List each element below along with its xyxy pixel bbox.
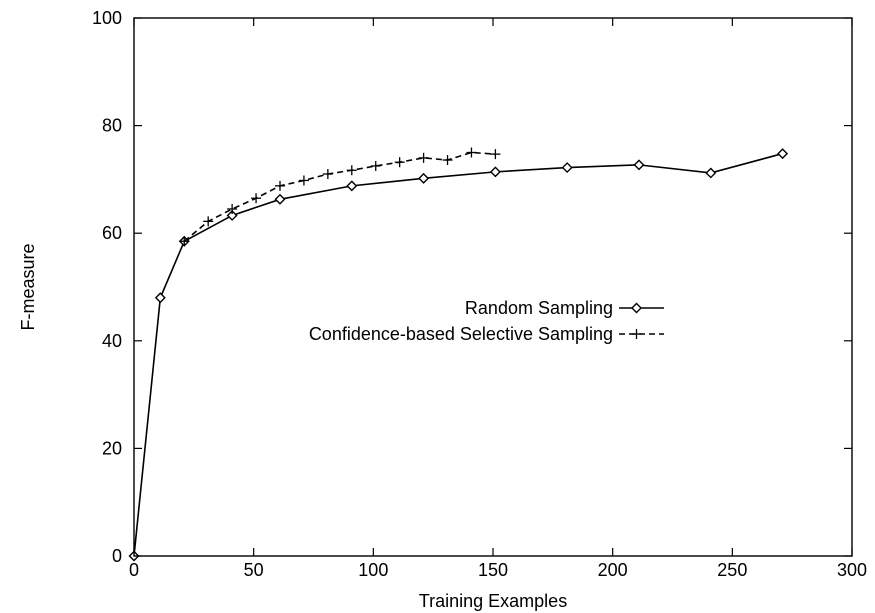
series-1-point — [154, 292, 166, 304]
legend-label-2: Confidence-based Selective Sampling — [309, 324, 613, 344]
series-2-point — [203, 216, 214, 227]
series-1-point — [561, 162, 573, 174]
series-1-point — [633, 159, 645, 171]
x-tick-label: 100 — [358, 560, 388, 580]
legend: Random Sampling Confidence-based Selectiv… — [309, 298, 664, 344]
x-axis-title: Training Examples — [419, 591, 567, 611]
y-tick-label: 100 — [92, 8, 122, 28]
series-layer — [128, 147, 789, 562]
series-2-point — [179, 236, 190, 247]
ticks-layer: 0 50 100 150 200 250 300 0 20 40 60 80 100 — [92, 8, 867, 580]
x-tick-label: 50 — [244, 560, 264, 580]
series-2-point — [298, 175, 309, 186]
series-2-point — [322, 169, 333, 180]
series-2-point — [274, 180, 285, 191]
series-line-2 — [183, 151, 496, 242]
series-1-point — [418, 172, 430, 184]
series-2-point — [490, 149, 501, 160]
y-tick-label: 60 — [102, 223, 122, 243]
y-tick-label: 0 — [112, 546, 122, 566]
series-2-point — [442, 155, 453, 166]
y-tick-label: 80 — [102, 116, 122, 136]
x-tick-label: 200 — [598, 560, 628, 580]
series-2-point — [466, 147, 477, 158]
legend-key-marker-2 — [631, 329, 642, 339]
series-1-point — [226, 209, 238, 221]
series-1-point — [777, 148, 789, 160]
series-2-point — [251, 193, 262, 204]
series-1-point — [705, 167, 717, 179]
y-tick-label: 20 — [102, 438, 122, 458]
x-tick-label: 0 — [129, 560, 139, 580]
series-2-point — [418, 152, 429, 163]
series-1-point — [346, 180, 358, 192]
legend-label-1: Random Sampling — [465, 298, 613, 318]
x-tick-label: 150 — [478, 560, 508, 580]
x-tick-label: 300 — [837, 560, 867, 580]
series-2-point — [227, 203, 238, 214]
legend-key-marker-1 — [631, 302, 642, 314]
series-2-point — [370, 160, 381, 171]
y-tick-label: 40 — [102, 331, 122, 351]
series-1-point — [489, 166, 501, 178]
series-1-point — [274, 193, 286, 205]
series-2-point — [394, 157, 405, 168]
y-axis-title: F-measure — [18, 243, 38, 330]
series-line-1 — [133, 152, 783, 557]
x-tick-label: 250 — [717, 560, 747, 580]
series-2-point — [346, 165, 357, 176]
plot-frame — [133, 17, 853, 557]
